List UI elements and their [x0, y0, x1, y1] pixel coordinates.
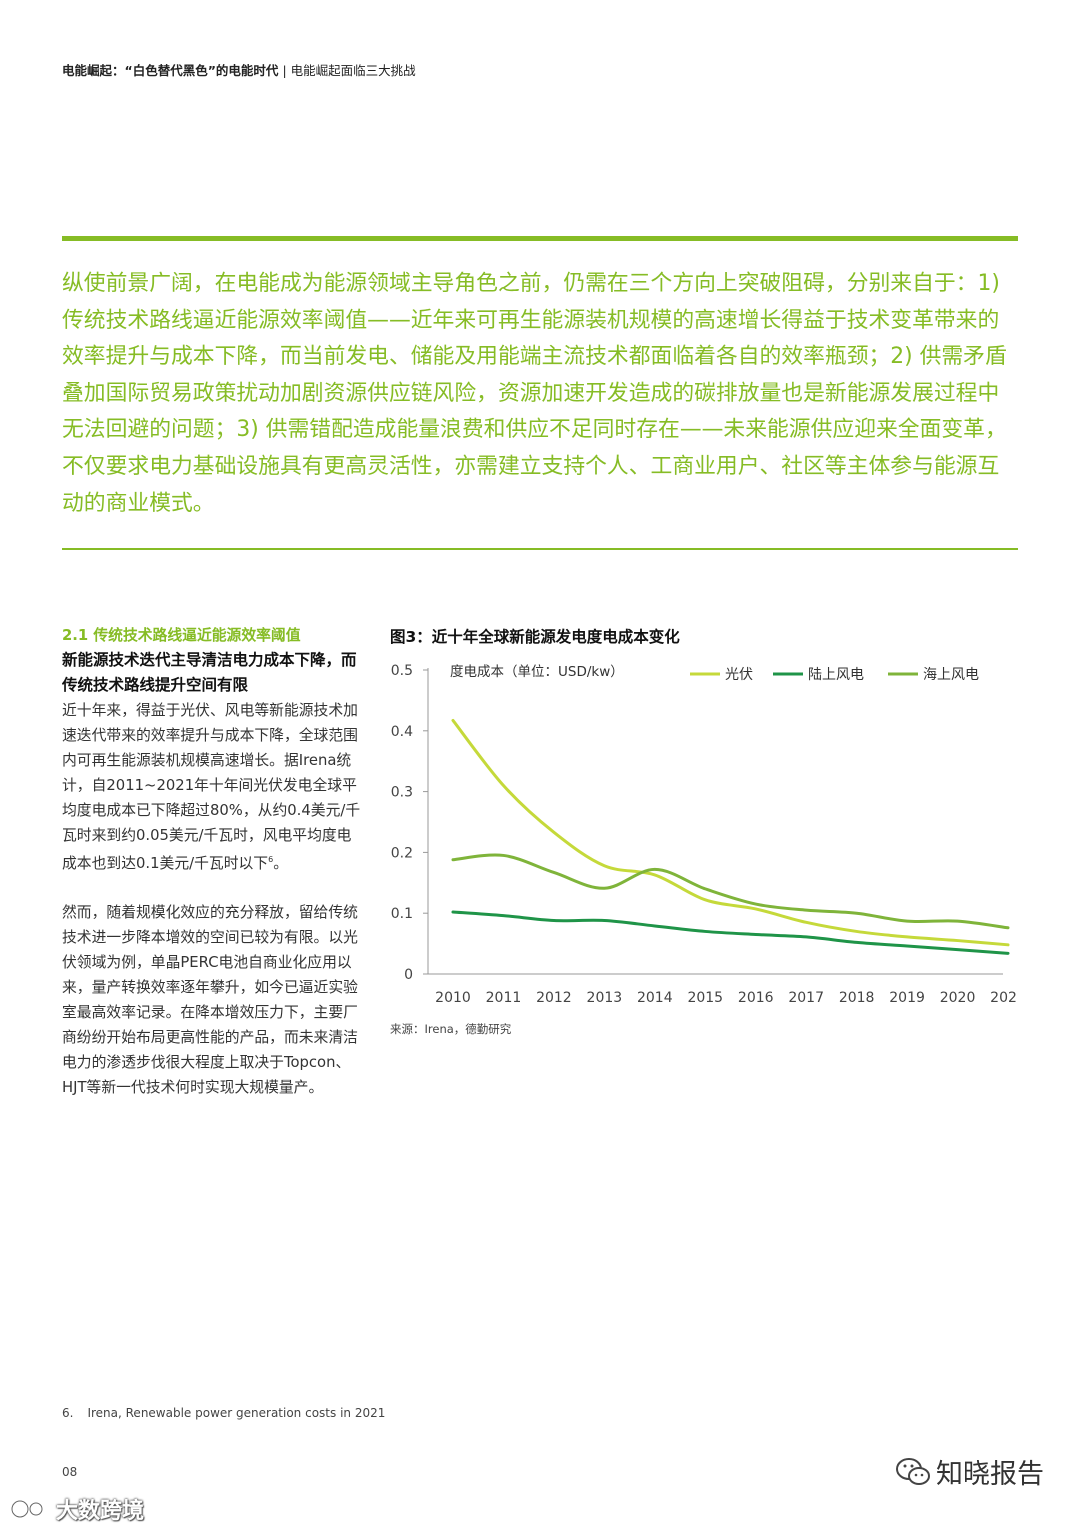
x-tick-label: 2010: [435, 990, 471, 1006]
breadcrumb-main: 电能崛起：“白色替代黑色”的电能时代: [62, 63, 279, 78]
x-tick-label: 2013: [587, 990, 623, 1006]
paragraph-1-end: 。: [273, 855, 288, 873]
y-tick-label: 0.5: [391, 663, 413, 679]
x-tick-label: 2019: [889, 990, 925, 1006]
x-tick-label: 2011: [486, 990, 522, 1006]
footnote: 6. Irena, Renewable power generation cost…: [62, 1406, 385, 1420]
series-line: [451, 853, 1010, 930]
x-tick-label: 2020: [940, 990, 976, 1006]
series-line: [451, 718, 1010, 947]
y-tick-label: 0.1: [391, 906, 413, 922]
body-paragraph-2: 然而，随着规模化效应的充分释放，留给传统技术进一步降本增效的空间已较为有限。以光…: [62, 904, 358, 1096]
watermark-right-text: 知晓报告: [936, 1459, 1044, 1490]
footnote-text: Irena, Renewable power generation costs …: [87, 1406, 386, 1420]
watermark-left-text: 大数跨境: [56, 1499, 145, 1524]
x-tick-label: 2017: [788, 990, 824, 1006]
x-tick-label: 2015: [687, 990, 723, 1006]
footnote-number: 6.: [62, 1406, 74, 1420]
section-title: 2.1 传统技术路线逼近能源效率阈值: [62, 627, 301, 644]
figure-source: 来源：Irena，德勤研究: [390, 1022, 512, 1036]
breadcrumb-sub: 电能崛起面临三大挑战: [290, 63, 416, 78]
watermark-dashu: 大数跨境: [10, 1493, 144, 1525]
page-number: 08: [62, 1465, 78, 1479]
x-tick-label: 2021: [990, 990, 1018, 1006]
y-axis-label: 度电成本（单位：USD/kw）: [450, 664, 624, 680]
legend-label: 光伏: [725, 667, 753, 683]
y-tick-label: 0: [404, 967, 413, 983]
body-paragraph-1: 近十年来，得益于光伏、风电等新能源技术加速迭代带来的效率提升与成本下降，全球范围…: [62, 699, 362, 877]
figure-title: 图3：近十年全球新能源发电度电成本变化: [390, 628, 680, 646]
cost-line-chart: 0 0.1 0.2 0.3 0.4 0.5 2010 2011 2012 2013 2014 2015…: [391, 663, 1018, 1006]
x-tick-label: 2014: [637, 990, 673, 1006]
paragraph-1-text: 近十年来，得益于光伏、风电等新能源技术加速迭代带来的效率提升与成本下降，全球范围…: [62, 702, 361, 873]
series-line: [451, 910, 1010, 955]
footnote-ref[interactable]: 6: [268, 855, 274, 865]
divider-bottom: [62, 548, 1018, 550]
y-tick-label: 0.3: [391, 785, 413, 801]
y-tick-label: 0.4: [391, 724, 413, 740]
section-body: 2.1 传统技术路线逼近能源效率阈值 新能源技术迭代主导清洁电力成本下降，而传统…: [62, 624, 362, 1125]
watermark-zhixiao: 知晓报告: [894, 1452, 1044, 1491]
breadcrumb: 电能崛起：“白色替代黑色”的电能时代 | 电能崛起面临三大挑战: [62, 60, 416, 79]
divider-top: [62, 236, 1018, 241]
intro-paragraph: 纵使前景广阔，在电能成为能源领域主导角色之前，仍需在三个方向上突破阻碍，分别来自…: [62, 271, 1007, 516]
breadcrumb-separator: |: [282, 63, 287, 78]
x-tick-label: 2016: [738, 990, 774, 1006]
section-subheading: 新能源技术迭代主导清洁电力成本下降，而传统技术路线提升空间有限: [62, 651, 357, 694]
x-tick-label: 2012: [536, 990, 572, 1006]
x-tick-label: 2018: [839, 990, 875, 1006]
legend-label: 陆上风电: [808, 667, 864, 683]
brand-logo-icon: [10, 1499, 44, 1519]
y-tick-label: 0.2: [391, 845, 413, 861]
legend-label: 海上风电: [923, 667, 979, 683]
wechat-icon: [896, 1457, 930, 1485]
